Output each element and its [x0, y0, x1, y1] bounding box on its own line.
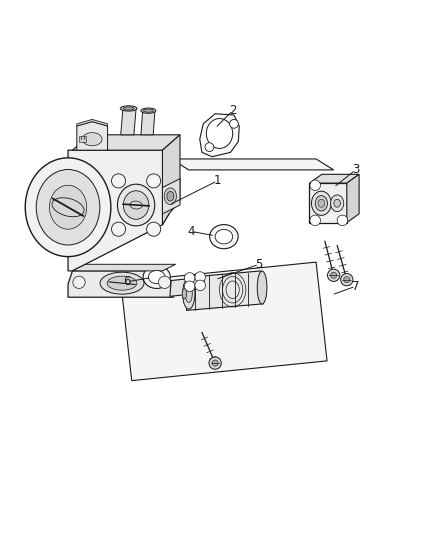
Circle shape: [146, 174, 160, 188]
Ellipse shape: [330, 195, 343, 212]
Ellipse shape: [185, 285, 192, 303]
Polygon shape: [72, 264, 175, 271]
Circle shape: [343, 277, 349, 282]
Circle shape: [229, 119, 238, 128]
Ellipse shape: [143, 109, 153, 112]
Ellipse shape: [100, 272, 144, 294]
Polygon shape: [68, 271, 173, 297]
Polygon shape: [141, 111, 155, 135]
Polygon shape: [162, 135, 180, 225]
Polygon shape: [77, 119, 107, 126]
Ellipse shape: [164, 188, 176, 205]
Polygon shape: [309, 183, 346, 223]
Text: 6: 6: [123, 276, 131, 288]
Ellipse shape: [209, 224, 237, 249]
Ellipse shape: [311, 191, 330, 215]
Circle shape: [208, 357, 221, 369]
Ellipse shape: [143, 265, 170, 288]
Text: 4: 4: [187, 225, 194, 238]
Polygon shape: [68, 150, 169, 271]
Circle shape: [309, 180, 320, 191]
Circle shape: [194, 280, 205, 290]
Circle shape: [111, 222, 125, 236]
Ellipse shape: [49, 185, 87, 229]
Circle shape: [327, 269, 339, 281]
Ellipse shape: [257, 271, 266, 304]
Circle shape: [194, 272, 205, 282]
Ellipse shape: [107, 276, 137, 290]
Polygon shape: [170, 277, 204, 296]
Ellipse shape: [317, 199, 324, 207]
Circle shape: [309, 215, 320, 225]
Text: 7: 7: [351, 280, 359, 293]
Circle shape: [73, 276, 85, 288]
Polygon shape: [346, 174, 358, 223]
Circle shape: [212, 360, 218, 366]
Polygon shape: [171, 159, 333, 170]
Polygon shape: [186, 274, 204, 288]
Ellipse shape: [25, 158, 110, 256]
Polygon shape: [199, 114, 239, 157]
Ellipse shape: [215, 229, 232, 244]
Ellipse shape: [314, 196, 327, 211]
Ellipse shape: [123, 107, 134, 110]
Ellipse shape: [166, 191, 173, 201]
Circle shape: [205, 143, 213, 151]
Circle shape: [158, 276, 170, 288]
Ellipse shape: [120, 106, 137, 111]
Circle shape: [184, 273, 194, 283]
Ellipse shape: [182, 278, 194, 309]
Polygon shape: [162, 179, 180, 214]
Circle shape: [146, 222, 160, 236]
Ellipse shape: [123, 191, 148, 219]
Polygon shape: [120, 108, 136, 135]
Ellipse shape: [36, 169, 99, 245]
Circle shape: [336, 215, 347, 225]
Text: 3: 3: [351, 164, 358, 176]
Ellipse shape: [333, 199, 340, 207]
Text: 5: 5: [255, 258, 262, 271]
Polygon shape: [120, 262, 326, 381]
Circle shape: [340, 273, 352, 286]
Circle shape: [111, 174, 125, 188]
Polygon shape: [309, 174, 358, 183]
Ellipse shape: [148, 270, 165, 284]
Ellipse shape: [82, 133, 102, 146]
Circle shape: [330, 272, 336, 278]
Polygon shape: [77, 122, 107, 150]
Ellipse shape: [182, 288, 186, 299]
Text: 1: 1: [213, 174, 221, 188]
Text: 2: 2: [228, 104, 236, 117]
Ellipse shape: [117, 184, 154, 226]
Circle shape: [184, 281, 194, 292]
Polygon shape: [79, 136, 85, 142]
Ellipse shape: [206, 118, 232, 148]
Polygon shape: [72, 135, 180, 150]
Ellipse shape: [141, 108, 155, 114]
Polygon shape: [186, 271, 263, 310]
